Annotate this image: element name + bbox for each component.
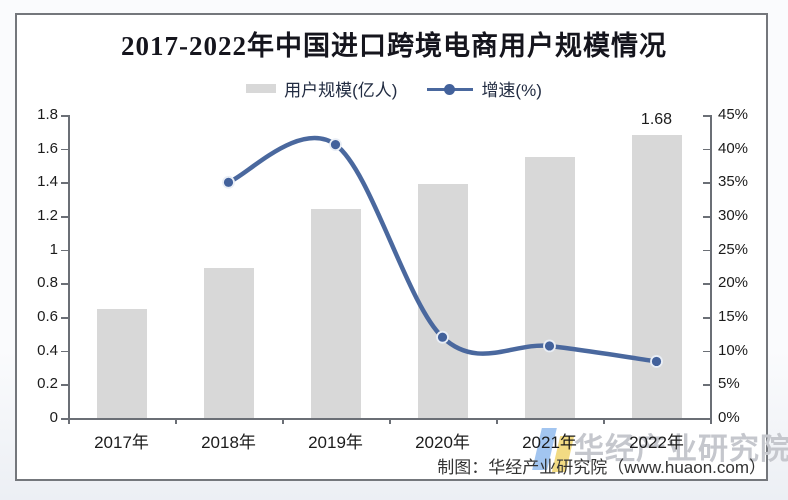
left-axis-tick-label: 0 (49, 409, 58, 426)
left-axis-tick-label: 0.2 (37, 375, 58, 393)
bar-swatch-icon (246, 84, 277, 93)
left-axis-tick (61, 182, 68, 184)
left-axis-tick-label: 1.6 (37, 139, 58, 157)
right-axis-tick (703, 148, 710, 151)
right-axis-tick-label: 45% (718, 106, 749, 123)
x-axis-tick (710, 418, 712, 424)
bar-2018年 (203, 268, 254, 418)
x-axis-category-label: 2019年 (308, 433, 363, 452)
left-axis-tick-label: 1 (49, 240, 58, 258)
bar-value-label: 1.68 (640, 111, 673, 129)
right-axis-tick (703, 283, 710, 285)
legend: 用户规模(亿人) 增速(%) (0, 76, 788, 101)
x-axis-category-label: 2022年 (629, 433, 684, 452)
left-axis-tick (61, 418, 68, 420)
right-axis-spine (710, 115, 712, 418)
right-axis-tick (703, 115, 710, 117)
left-axis-tick (61, 350, 68, 353)
left-axis-tick (61, 283, 68, 285)
left-axis-tick-label: 0.4 (37, 341, 58, 359)
right-axis-tick-label: 5% (718, 375, 740, 393)
x-axis-tick (282, 418, 284, 424)
right-axis-tick (703, 182, 710, 184)
right-axis-tick-label: 35% (718, 173, 749, 191)
bar-2020年 (417, 184, 468, 418)
left-axis-spine (68, 115, 70, 418)
bar-2022年 (631, 135, 682, 418)
right-axis-tick-label: 0% (718, 409, 740, 426)
left-axis-tick (61, 115, 68, 117)
left-axis-tick-label: 1.8 (37, 106, 58, 123)
right-axis-tick (703, 350, 710, 353)
right-axis-tick-label: 15% (718, 308, 749, 325)
watermark-text: 华经产业研究院 (574, 433, 788, 466)
legend-item-users: 用户规模(亿人) (246, 76, 397, 101)
left-axis-tick-label: 0.8 (37, 274, 58, 292)
x-axis-category-label: 2020年 (415, 433, 470, 452)
legend-item-growth: 增速(%) (427, 76, 542, 101)
right-axis-tick-label: 30% (718, 207, 749, 224)
left-axis-tick-label: 1.4 (37, 173, 58, 191)
left-axis-tick (61, 317, 68, 319)
left-axis-tick (61, 148, 68, 151)
left-axis-tick (61, 384, 68, 386)
right-axis-tick (703, 384, 710, 386)
x-axis-category-label: 2018年 (201, 433, 256, 452)
line-swatch-icon (427, 83, 474, 95)
x-axis-tick (603, 418, 605, 424)
right-axis-tick-label: 25% (718, 240, 749, 258)
right-axis-tick (703, 317, 710, 319)
right-axis-tick (703, 418, 710, 420)
right-axis-tick (703, 249, 710, 252)
chart-title: 2017-2022年中国进口跨境电商用户规模情况 (121, 31, 667, 61)
bar-2019年 (310, 209, 361, 418)
x-axis-tick (175, 418, 177, 424)
x-axis-tick (389, 418, 391, 424)
x-axis-category-label: 2017年 (94, 433, 149, 452)
legend-label-users: 用户规模(亿人) (284, 81, 398, 100)
credit-line: 制图：华经产业研究院（www.huaon.com） (437, 458, 766, 477)
legend-label-growth: 增速(%) (481, 81, 542, 100)
bar-2017年 (96, 308, 147, 418)
x-axis-tick (496, 418, 498, 424)
right-axis-tick-label: 10% (718, 341, 749, 359)
left-axis-tick-label: 0.6 (37, 308, 58, 325)
right-axis-tick-label: 20% (718, 274, 749, 292)
x-axis-category-label: 2021年 (522, 433, 577, 452)
bar-2021年 (524, 157, 575, 418)
left-axis-tick (61, 249, 68, 252)
right-axis-tick (703, 216, 710, 218)
left-axis-tick (61, 216, 68, 218)
left-axis-tick-label: 1.2 (37, 207, 58, 224)
right-axis-tick-label: 40% (718, 139, 749, 157)
x-axis-tick (68, 418, 70, 424)
